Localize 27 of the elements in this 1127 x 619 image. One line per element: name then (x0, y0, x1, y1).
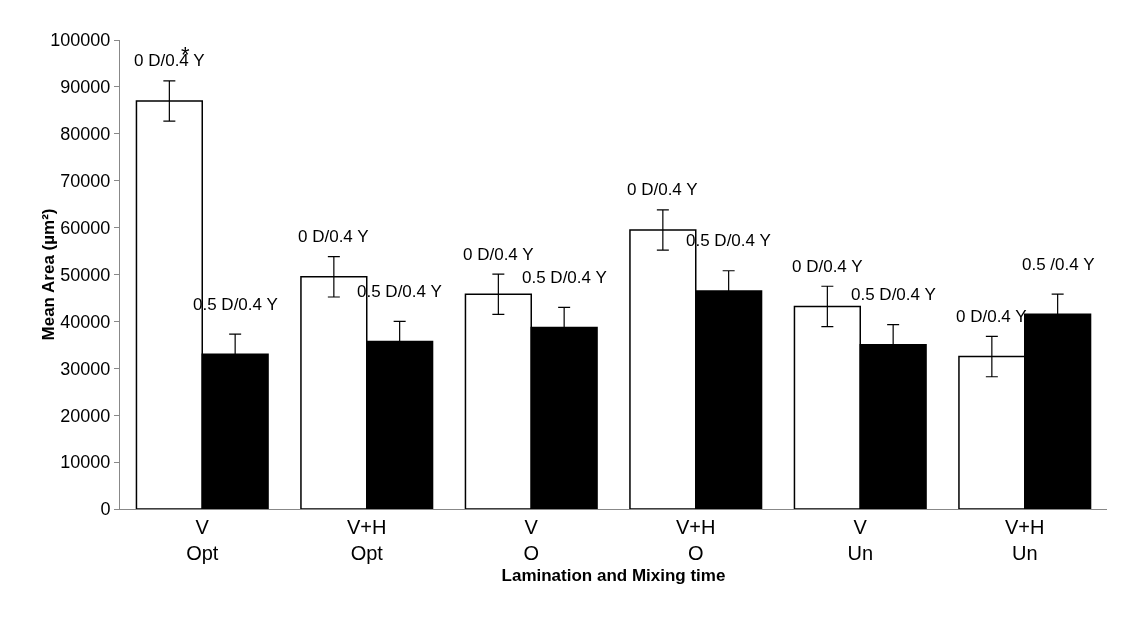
y-tick-label: 70000 (60, 171, 111, 191)
annotation: 0 D/0.4 Y (792, 257, 863, 276)
x-tick-label: V+H Opt (347, 516, 387, 564)
y-tick-label: 80000 (60, 124, 111, 145)
x-axis-title: Lamination and Mixing time (501, 566, 726, 585)
annotation: 0 D/0.4 Y (627, 180, 698, 199)
x-tick-label: V+H Un (1005, 516, 1045, 564)
annotation: 0.5 /0.4 Y (1022, 255, 1095, 274)
y-tick-label: 30000 (60, 358, 111, 379)
y-tick-label: 40000 (60, 311, 111, 332)
y-tick-label: 20000 (60, 405, 111, 426)
y-tick-label: 90000 (60, 77, 111, 98)
annotation: 0 D/0.4 Y (298, 227, 369, 246)
annotation: 0 D/0.4 Y (956, 307, 1027, 326)
x-tick-label: V Un (847, 516, 874, 564)
annotation: 0.5 D/0.4 Y (522, 268, 607, 287)
x-tick-label: V Opt (186, 516, 219, 564)
y-tick-label: 60000 (60, 217, 111, 238)
annotation: 0 D/0.4 Y (463, 245, 534, 264)
y-tick-label: 50000 (60, 264, 111, 285)
x-tick-label: V+H O (676, 516, 716, 564)
y-axis-title: Mean Area (µm²) (39, 208, 59, 341)
x-tick-label: V O (523, 516, 540, 564)
annotation: 0.5 D/0.4 Y (851, 285, 936, 304)
y-tick-label: 10000 (60, 452, 111, 473)
y-tick-label: 0 (100, 499, 111, 520)
y-tick-label: 100000 (50, 30, 111, 51)
